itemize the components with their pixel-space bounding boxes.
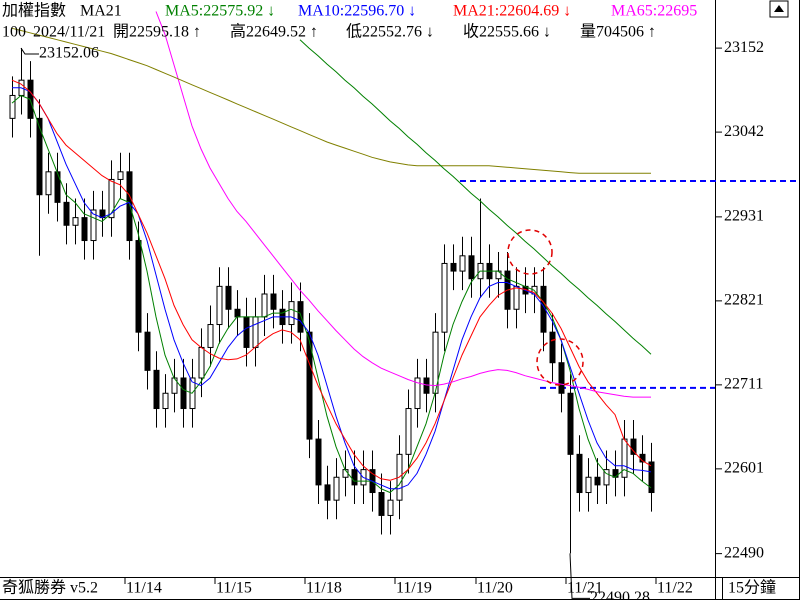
- y-tick-label: 22490: [724, 544, 764, 561]
- info-item: 高22649.52 ↑: [230, 23, 318, 41]
- candle-body: [45, 171, 52, 196]
- candle-body: [612, 469, 619, 478]
- period: 15分鐘: [728, 579, 776, 597]
- legend-entry: MA10:22596.70 ↓: [298, 3, 416, 20]
- candle-body: [495, 270, 502, 280]
- candle-body: [162, 392, 169, 410]
- info-item: 2024/11/21: [33, 24, 105, 41]
- low-label: 22490.28: [590, 589, 650, 600]
- x-tick-label: 11/20: [477, 580, 513, 597]
- candle-body: [288, 301, 295, 326]
- candle-body: [441, 262, 448, 333]
- highlight-circle: [507, 229, 553, 275]
- candle-body: [117, 171, 124, 180]
- plot-area: 23152.06 22490.28: [9, 11, 715, 600]
- candle-body: [540, 285, 547, 333]
- candle-body: [378, 492, 385, 516]
- x-tick-label: 11/19: [396, 580, 432, 597]
- candle-body: [225, 285, 232, 310]
- scroll-arrow[interactable]: [774, 5, 784, 12]
- y-tick-label: 22601: [724, 460, 764, 477]
- legend-entry: MA65:22695: [611, 3, 697, 20]
- x-tick-label: 11/15: [216, 580, 252, 597]
- brand: 奇狐勝券 v5.2: [2, 579, 98, 597]
- candle-body: [468, 255, 475, 280]
- candle-body: [108, 178, 115, 219]
- candle-body: [558, 362, 565, 394]
- candle-body: [126, 171, 133, 242]
- candle-body: [630, 438, 637, 455]
- candle-body: [585, 476, 592, 494]
- info-item: 量704506 ↑: [580, 24, 656, 41]
- highlight-circle: [536, 338, 584, 386]
- ma-line: [11, 27, 651, 174]
- candle-body: [351, 469, 358, 486]
- x-tick-label: 11/21: [567, 580, 603, 597]
- candle-body: [81, 217, 88, 242]
- candle-body: [603, 469, 610, 486]
- candle-body: [414, 377, 421, 410]
- ma-line: [299, 39, 652, 355]
- candle-body: [513, 285, 520, 310]
- candle-body: [621, 438, 628, 478]
- indicator: MA21: [80, 3, 122, 20]
- candle-body: [9, 94, 16, 119]
- candle-body: [63, 201, 70, 226]
- info-item: 開22595.18 ↑: [113, 24, 201, 41]
- candle-body: [333, 476, 340, 501]
- ma-line: [11, 79, 652, 481]
- candle-body: [36, 117, 43, 196]
- y-tick-label: 22931: [724, 208, 764, 225]
- candle-body: [450, 262, 457, 272]
- legend-entry: MA5:22575.92 ↓: [165, 3, 275, 20]
- candle-body: [216, 285, 223, 326]
- candle-body: [297, 301, 304, 333]
- candle-body: [594, 476, 601, 486]
- legend-entry: MA21:22604.69 ↓: [453, 3, 571, 20]
- candle-body: [72, 217, 79, 226]
- candle-body: [387, 499, 394, 516]
- axis-panel: [716, 0, 800, 577]
- x-tick-label: 11/14: [126, 580, 162, 597]
- y-tick-label: 23152: [724, 39, 764, 56]
- candle-body: [243, 316, 250, 348]
- candle-body: [234, 308, 241, 318]
- candle-body: [207, 324, 214, 348]
- candle-body: [549, 331, 556, 364]
- candle-body: [567, 392, 574, 455]
- candle-body: [180, 377, 187, 410]
- ma-line: [155, 11, 651, 398]
- candle-body: [459, 255, 466, 272]
- candle-body: [315, 438, 322, 486]
- high-label: 23152.06: [39, 45, 99, 62]
- x-tick-label: 11/22: [657, 580, 693, 597]
- info-item: 100: [2, 24, 26, 41]
- candle-body: [90, 209, 97, 242]
- y-tick-label: 22821: [724, 292, 764, 309]
- candle-body: [252, 316, 259, 348]
- info-item: 收22555.66 ↓: [463, 23, 551, 41]
- candle-body: [135, 240, 142, 333]
- candle-body: [423, 377, 430, 394]
- leader-line: [569, 553, 590, 599]
- candle-body: [261, 293, 268, 318]
- y-tick-label: 23042: [724, 123, 764, 140]
- candle-body: [270, 293, 277, 310]
- ma-line: [12, 87, 652, 490]
- leader-line: [20, 47, 39, 55]
- candle-body: [144, 331, 151, 371]
- candle-body: [648, 461, 655, 494]
- title: 加權指數: [2, 2, 66, 20]
- y-tick-label: 22711: [724, 376, 763, 393]
- x-tick-label: 11/18: [306, 580, 342, 597]
- candle-body: [153, 369, 160, 410]
- info-item: 低22552.76 ↓: [346, 23, 434, 41]
- candle-body: [405, 408, 412, 455]
- candle-body: [198, 346, 205, 379]
- candle-body: [324, 484, 331, 501]
- candle-body: [576, 453, 583, 494]
